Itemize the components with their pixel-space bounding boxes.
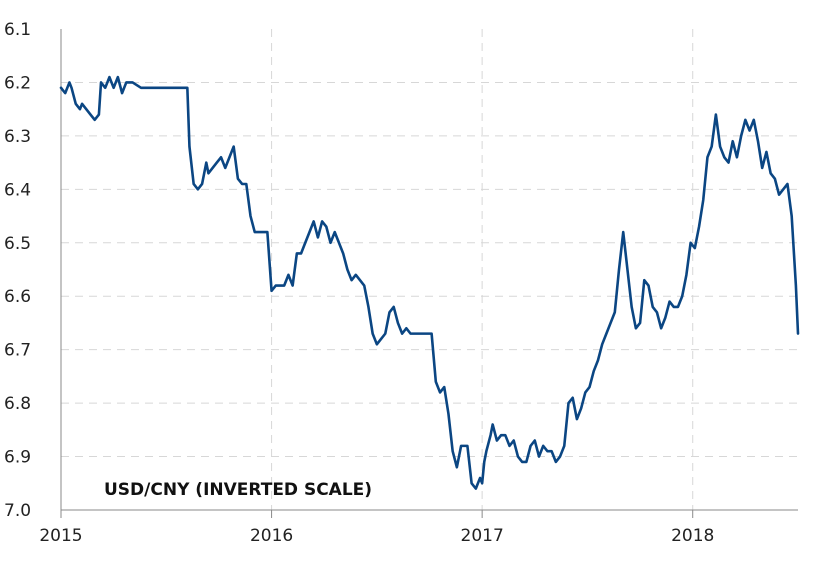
- usd-cny-line: [59, 75, 800, 490]
- series-layer: [59, 75, 800, 490]
- axis-layer: [60, 29, 798, 518]
- y-tick-label: 7.0: [4, 501, 31, 521]
- y-tick-label: 6.7: [4, 341, 31, 361]
- y-tick-label: 6.3: [4, 127, 31, 147]
- y-tick-label: 6.8: [4, 394, 31, 414]
- y-tick-label: 6.2: [4, 73, 31, 93]
- x-tick-label: 2017: [461, 526, 504, 546]
- x-tick-label: 2015: [39, 526, 82, 546]
- y-tick-label: 6.4: [4, 180, 31, 200]
- y-tick-label: 6.6: [4, 287, 31, 307]
- label-layer: 6.1 6.2 6.3 6.4 6.5 6.6 6.7 6.8 6.9 7.0 2015 2016 20…: [4, 20, 714, 546]
- y-tick-label: 6.5: [4, 234, 31, 254]
- chart-annotation: USD/CNY (INVERTED SCALE): [104, 480, 372, 500]
- x-tick-label: 2016: [250, 526, 293, 546]
- grid-layer: [61, 29, 798, 510]
- y-tick-label: 6.9: [4, 448, 31, 468]
- x-tick-label: 2018: [671, 526, 714, 546]
- y-tick-label: 6.1: [4, 20, 31, 40]
